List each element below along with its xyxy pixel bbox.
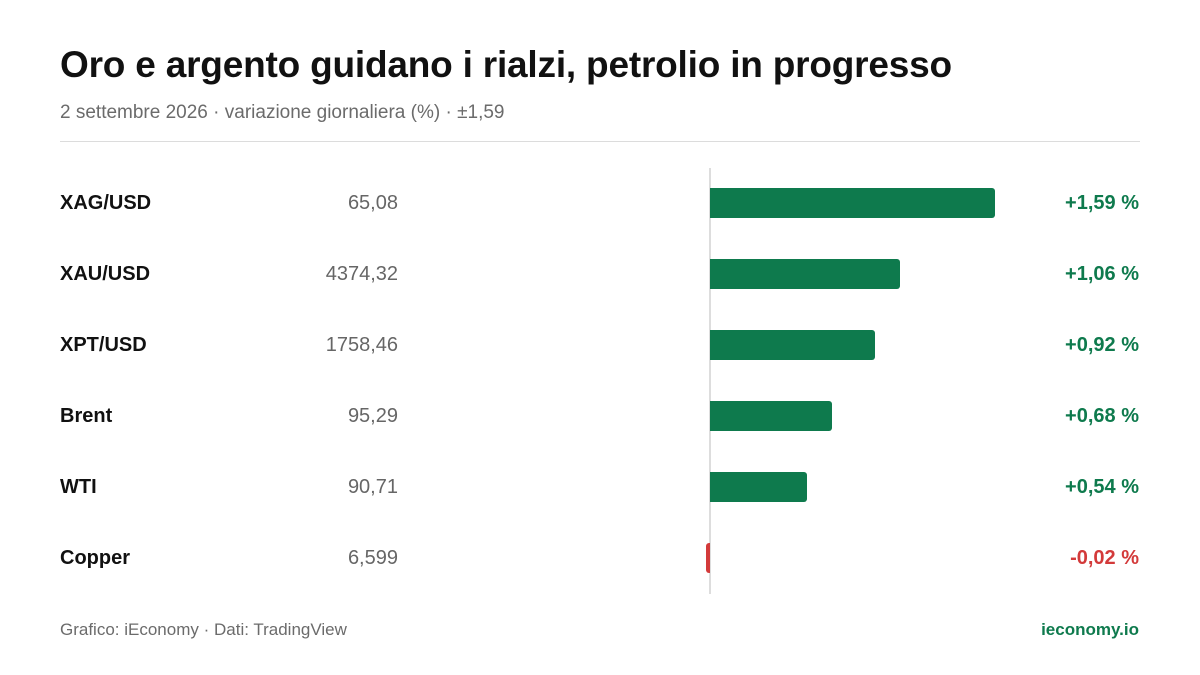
site-link[interactable]: ieconomy.io (1041, 620, 1139, 639)
zero-axis-line (709, 168, 711, 594)
data-label: +1,06 % (1065, 263, 1139, 285)
row-price: 65,08 (347, 192, 398, 214)
row-symbol: Brent (60, 405, 113, 427)
row-symbol: XAU/USD (60, 263, 151, 285)
bar-copper (706, 543, 710, 573)
chart-rows: XAG/USD 65,08 +1,59 % XAU/USD 4374,32 +1,06 %… (0, 168, 1200, 594)
table-row: Copper 6,599 -0,02 % (0, 523, 1200, 594)
row-price: 95,29 (347, 405, 398, 427)
bar-xau-usd (710, 259, 900, 289)
data-label: +1,59 % (1065, 192, 1139, 214)
source-note: Grafico: iEconomy · Dati: TradingView (60, 620, 347, 639)
row-price: 1758,46 (325, 334, 398, 356)
row-symbol: WTI (60, 476, 97, 498)
data-label: +0,92 % (1065, 334, 1139, 356)
bar-brent (710, 401, 832, 431)
row-symbol: Copper (60, 547, 130, 569)
table-row: XAG/USD 65,08 +1,59 % (0, 168, 1200, 239)
table-row: Brent 95,29 +0,68 % (0, 381, 1200, 452)
table-row: XPT/USD 1758,46 +0,92 % (0, 310, 1200, 381)
bar-xpt-usd (710, 330, 875, 360)
row-symbol: XAG/USD (60, 192, 152, 214)
row-price: 4374,32 (325, 263, 398, 285)
chart-subtitle: 2 settembre 2026 · variazione giornalier… (60, 102, 505, 123)
data-label: -0,02 % (1070, 547, 1139, 569)
table-row: XAU/USD 4374,32 +1,06 % (0, 239, 1200, 310)
header-divider (60, 141, 1140, 142)
row-price: 90,71 (347, 476, 398, 498)
chart-title: Oro e argento guidano i rialzi, petrolio… (60, 44, 952, 85)
bar-wti (710, 472, 807, 502)
row-price: 6,599 (347, 547, 398, 569)
data-label: +0,54 % (1065, 476, 1139, 498)
row-symbol: XPT/USD (60, 334, 147, 356)
table-row: WTI 90,71 +0,54 % (0, 452, 1200, 523)
data-label: +0,68 % (1065, 405, 1139, 427)
bar-xag-usd (710, 188, 995, 218)
